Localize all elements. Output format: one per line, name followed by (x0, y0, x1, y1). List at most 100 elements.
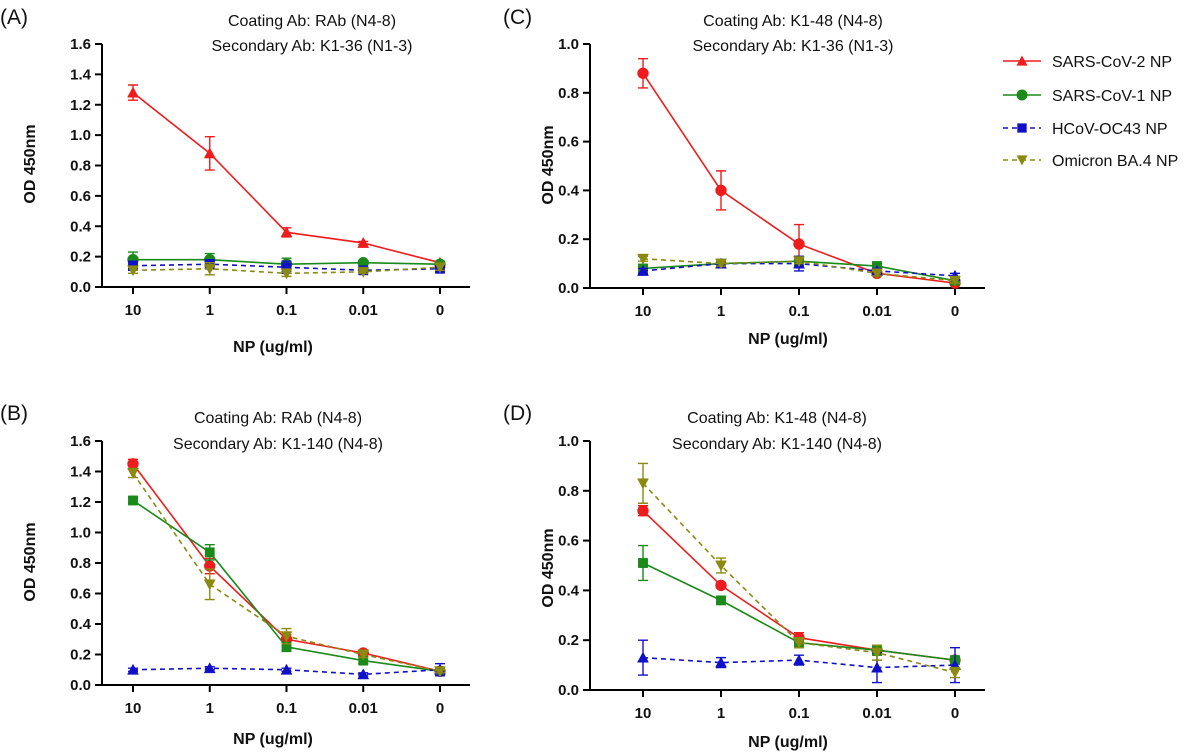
x-tick-label: 0.01 (349, 302, 378, 319)
legend-label: HCoV-OC43 NP (1052, 121, 1168, 138)
chart-subtitle: Secondary Ab: K1-36 (N1-3) (212, 38, 413, 55)
y-tick-label: 1.4 (70, 464, 92, 481)
y-tick-label: 0.0 (558, 682, 579, 699)
down-triangle-marker (715, 258, 727, 270)
data-series (127, 262, 446, 280)
x-tick-label: 0.1 (276, 700, 297, 717)
chart-title: Coating Ab: K1-48 (N4-8) (703, 13, 883, 30)
legend-item: SARS-CoV-2 NP (1003, 54, 1172, 71)
y-tick-label: 0.0 (70, 677, 91, 694)
x-tick-label: 1 (206, 302, 214, 319)
down-triangle-marker (357, 649, 370, 661)
y-tick-label: 0.6 (558, 533, 579, 550)
triangle-marker (793, 654, 805, 666)
panel-letter: (A) (0, 6, 28, 29)
triangle-marker (871, 661, 883, 673)
down-triangle-marker (637, 253, 649, 265)
panel-letter: (B) (0, 402, 28, 425)
legend-item: HCoV-OC43 NP (1003, 121, 1168, 138)
y-axis-title: OD 450nm (22, 522, 39, 601)
triangle-marker (280, 663, 293, 675)
legend-item: SARS-CoV-1 NP (1003, 88, 1172, 105)
y-tick-label: 0.8 (70, 158, 91, 175)
y-tick-label: 0.6 (70, 586, 91, 603)
square-marker (204, 547, 215, 558)
y-tick-label: 0.0 (558, 280, 579, 297)
down-triangle-marker (280, 268, 293, 280)
panel-b: (B) Coating Ab: RAb (N4-8) Secondary Ab:… (0, 402, 470, 748)
x-tick-label: 0.1 (276, 302, 297, 319)
panel-a: (A) Coating Ab: RAb (N4-8) Secondary Ab:… (0, 6, 470, 356)
square-marker (281, 641, 292, 652)
square-marker (128, 495, 138, 506)
chart-title: Coating Ab: K1-48 (N4-8) (687, 410, 867, 427)
y-tick-label: 0.4 (70, 218, 92, 235)
x-tick-label: 10 (125, 700, 142, 717)
triangle-marker (357, 668, 370, 680)
y-tick-label: 1.0 (558, 433, 579, 450)
circle-marker (1016, 89, 1028, 101)
down-triangle-marker (203, 263, 216, 275)
x-axis-title: NP (ug/ml) (233, 339, 313, 356)
legend-item: Omicron BA.4 NP (1003, 153, 1178, 170)
x-tick-label: 0.1 (789, 303, 810, 320)
x-tick-label: 10 (635, 303, 652, 320)
triangle-marker (637, 651, 649, 663)
y-tick-label: 1.6 (70, 36, 91, 53)
x-tick-label: 0.1 (789, 705, 810, 722)
circle-marker (637, 505, 649, 517)
down-triangle-marker (871, 268, 883, 280)
x-axis-title: NP (ug/ml) (233, 731, 313, 748)
y-axis-title: OD 450nm (540, 528, 557, 607)
x-tick-label: 1 (206, 700, 214, 717)
panel-letter: (C) (503, 6, 532, 29)
data-series (127, 84, 446, 268)
down-triangle-marker (871, 647, 883, 659)
down-triangle-marker (127, 468, 139, 480)
y-tick-label: 0.4 (70, 616, 92, 633)
down-triangle-marker (127, 265, 139, 277)
circle-marker (637, 67, 649, 79)
down-triangle-marker (1016, 155, 1028, 166)
triangle-marker (637, 264, 649, 276)
y-tick-label: 0.2 (558, 231, 579, 248)
y-tick-label: 1.2 (70, 97, 91, 114)
y-tick-label: 0.0 (70, 279, 91, 296)
down-triangle-marker (949, 275, 961, 287)
y-tick-label: 1.6 (70, 433, 91, 450)
x-tick-label: 0 (436, 302, 444, 319)
plot-area: 0.0 0.2 0.4 0.6 0.8 1.0 10 1 0.1 0.01 0 (558, 433, 985, 722)
down-triangle-marker (434, 666, 446, 678)
y-tick-label: 0.8 (558, 483, 579, 500)
y-tick-label: 0.2 (70, 647, 91, 664)
y-tick-label: 0.6 (70, 188, 91, 205)
y-tick-label: 0.4 (558, 582, 580, 599)
panel-d: (D) Coating Ab: K1-48 (N4-8) Secondary A… (503, 402, 985, 751)
y-tick-label: 0.6 (558, 134, 579, 151)
panel-letter: (D) (503, 402, 532, 425)
chart-title: Coating Ab: RAb (N4-8) (228, 13, 396, 30)
legend-label: SARS-CoV-1 NP (1052, 88, 1172, 105)
y-tick-label: 1.0 (70, 127, 91, 144)
x-axis-title: NP (ug/ml) (748, 331, 828, 348)
down-triangle-marker (280, 631, 293, 643)
plot-area: 0.0 0.2 0.4 0.6 0.8 1.0 10 1 0.1 0.01 0 (558, 36, 985, 320)
y-tick-label: 0.2 (558, 632, 579, 649)
x-tick-label: 0.01 (349, 700, 378, 717)
square-marker (1017, 123, 1027, 133)
y-tick-label: 0.8 (558, 85, 579, 102)
plot-area: 0.0 0.2 0.4 0.6 0.8 1.0 1.2 1.4 1.6 10 1 0.1 0.01 0 (70, 36, 470, 319)
circle-marker (127, 458, 139, 470)
legend-label: SARS-CoV-2 NP (1052, 54, 1172, 71)
data-series (637, 462, 961, 679)
square-marker (638, 558, 648, 568)
chart-title: Coating Ab: RAb (N4-8) (194, 410, 362, 427)
x-tick-label: 0.01 (862, 303, 891, 320)
x-tick-label: 1 (717, 705, 725, 722)
chart-subtitle: Secondary Ab: K1-36 (N1-3) (693, 38, 894, 55)
x-tick-label: 0 (951, 705, 959, 722)
y-tick-label: 1.2 (70, 494, 91, 511)
triangle-marker (357, 236, 370, 248)
data-series (127, 467, 446, 678)
legend-label: Omicron BA.4 NP (1052, 153, 1178, 170)
